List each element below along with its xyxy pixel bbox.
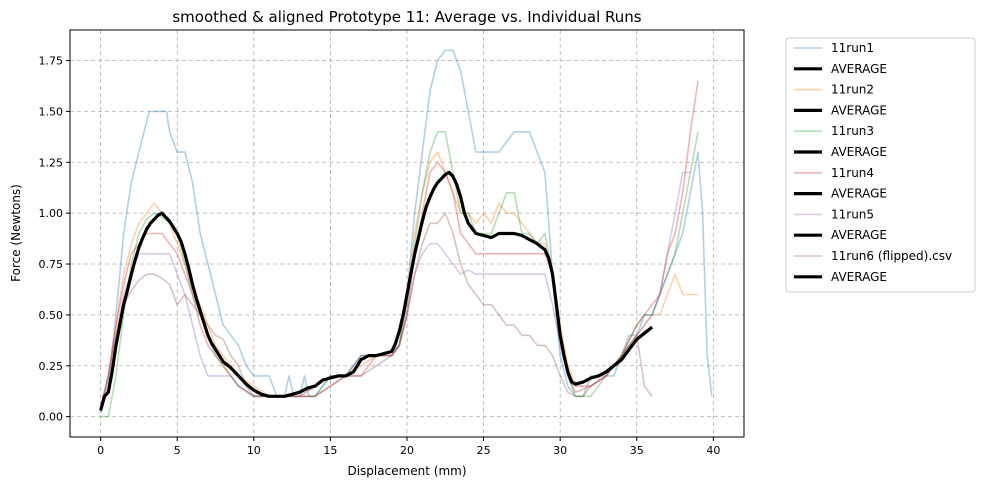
legend-label: AVERAGE	[831, 270, 887, 284]
legend-label: 11run4	[831, 166, 874, 180]
series-line-11run2	[99, 151, 698, 407]
x-axis-label: Displacement (mm)	[347, 464, 466, 478]
y-tick-label: 0.25	[39, 360, 64, 373]
y-tick-label: 0.50	[39, 309, 64, 322]
series-line-11run5	[99, 171, 691, 413]
legend: 11run1 AVERAGE 11run2 AVERAGE 11run3 AVERAGE 1…	[785, 37, 976, 293]
legend-label: 11run5	[831, 207, 874, 221]
legend-box	[785, 37, 976, 293]
grid-lines	[70, 30, 744, 437]
legend-label: 11run2	[831, 83, 874, 97]
x-tick-label: 15	[323, 444, 337, 457]
y-tick-label: 1.25	[39, 156, 64, 169]
x-tick-label: 5	[174, 444, 181, 457]
legend-label: AVERAGE	[831, 187, 887, 201]
legend-label: 11run1	[831, 41, 874, 55]
y-tick-label: 0.75	[39, 258, 64, 271]
series-line-11run4	[99, 80, 699, 411]
series-line-average	[99, 170, 654, 411]
x-tick-label: 0	[97, 444, 104, 457]
y-tick-label: 1.00	[39, 207, 64, 220]
series-line-11run1	[99, 49, 713, 413]
x-tick-label: 40	[706, 444, 720, 457]
y-tick-label: 1.50	[39, 105, 64, 118]
legend-label: 11run3	[831, 124, 874, 138]
x-tick-label: 25	[477, 444, 491, 457]
axis-ticks: 0 5 10 15 20 25 30 35 40 0.00 0.25 0.50 0.75 1.00 1.25…	[39, 55, 721, 457]
y-tick-label: 0.00	[39, 411, 64, 424]
series-group	[99, 49, 713, 418]
y-axis-label: Force (Newtons)	[9, 184, 23, 282]
series-line-11run3	[100, 131, 699, 418]
legend-label: 11run6 (flipped).csv	[831, 249, 952, 263]
chart-title: smoothed & aligned Prototype 11: Average…	[172, 8, 641, 26]
series-line-11run6-flipped-csv	[99, 212, 653, 407]
legend-label: AVERAGE	[831, 103, 887, 117]
x-tick-label: 10	[247, 444, 261, 457]
legend-label: AVERAGE	[831, 228, 887, 242]
x-tick-label: 20	[400, 444, 414, 457]
legend-label: AVERAGE	[831, 62, 887, 76]
y-tick-label: 1.75	[39, 55, 64, 68]
x-tick-label: 35	[630, 444, 644, 457]
x-tick-label: 30	[553, 444, 567, 457]
legend-label: AVERAGE	[831, 145, 887, 159]
